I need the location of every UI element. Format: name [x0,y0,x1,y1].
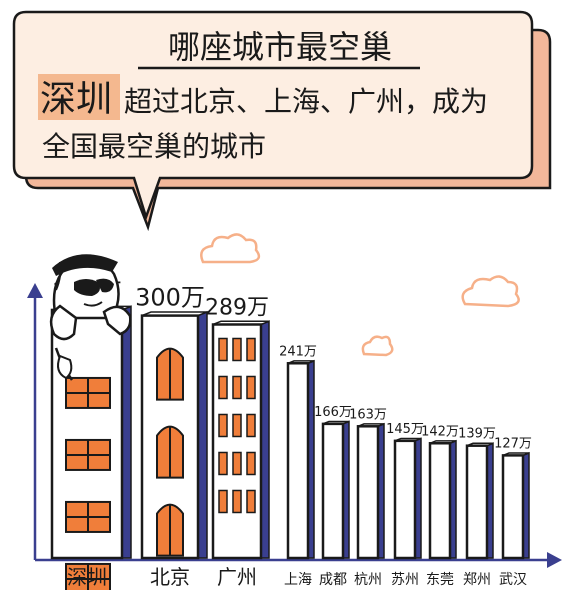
axis-arrow-icon [27,283,43,298]
building-decor-layer [65,337,256,590]
bar [465,444,489,560]
bubble-line-2: 全国最空巢的城市 [42,130,266,163]
value-label: 163万 [349,407,387,422]
category-labels-layer: 深圳 北京 广州 上海 成都 杭州 苏州 东莞 郑州 武汉 [67,565,527,589]
bubble-body [12,10,534,221]
cloud-icon [361,335,394,357]
window-icon [232,451,242,476]
sunglasses-character-icon [49,254,132,381]
value-label: 166万 [314,405,352,420]
cloud-icon [461,275,520,308]
bubble-title: 哪座城市最空巢 [168,28,392,66]
value-label: 142万 [421,424,459,439]
category-label: 东莞 [426,572,454,588]
category-label: 上海 [284,572,312,588]
cloud-icon [200,233,261,264]
window-icon [246,375,256,400]
window-icon [246,489,256,514]
bar [211,323,263,560]
window-icon [218,451,228,476]
window-icon [246,413,256,438]
window-icon [218,337,228,362]
window-icon [232,489,242,514]
window-icon [218,413,228,438]
bar [428,442,452,560]
bar [393,439,417,560]
bar [356,425,380,560]
bar-side [121,305,132,559]
window-icon [246,451,256,476]
bubble-line-1: 超过北京、上海、广州，成为 [124,85,488,118]
category-label: 成都 [319,572,347,588]
category-label: 深圳 [67,565,107,589]
speech-bubble: 哪座城市最空巢 深圳 超过北京、上海、广州，成为 全国最空巢的城市 [12,10,552,232]
category-label: 北京 [150,565,190,589]
axis-arrow-icon [547,552,562,568]
bar [321,422,345,560]
highlight-box [38,74,120,120]
window-icon [232,413,242,438]
window-icon [246,337,256,362]
chart-axes [33,290,555,562]
window-icon [232,375,242,400]
category-label: 广州 [217,565,257,589]
bar [286,362,310,560]
window-icon [218,489,228,514]
category-label: 苏州 [391,572,419,588]
value-label: 241万 [279,344,317,359]
category-label: 郑州 [463,572,491,588]
value-label: 139万 [458,427,496,442]
window-icon [232,337,242,362]
window-icon [218,375,228,400]
category-label: 杭州 [354,572,382,588]
value-label: 127万 [494,436,532,451]
bar [501,454,525,560]
value-label: 300万 [135,284,205,312]
highlight-city: 深圳 [40,79,112,120]
bar-side [197,310,208,559]
category-label: 武汉 [499,572,527,588]
value-label: 145万 [386,422,424,437]
value-label: 289万 [205,295,269,320]
value-labels-layer: 307万300万289万241万166万163万145万142万139万127万 [52,278,532,451]
